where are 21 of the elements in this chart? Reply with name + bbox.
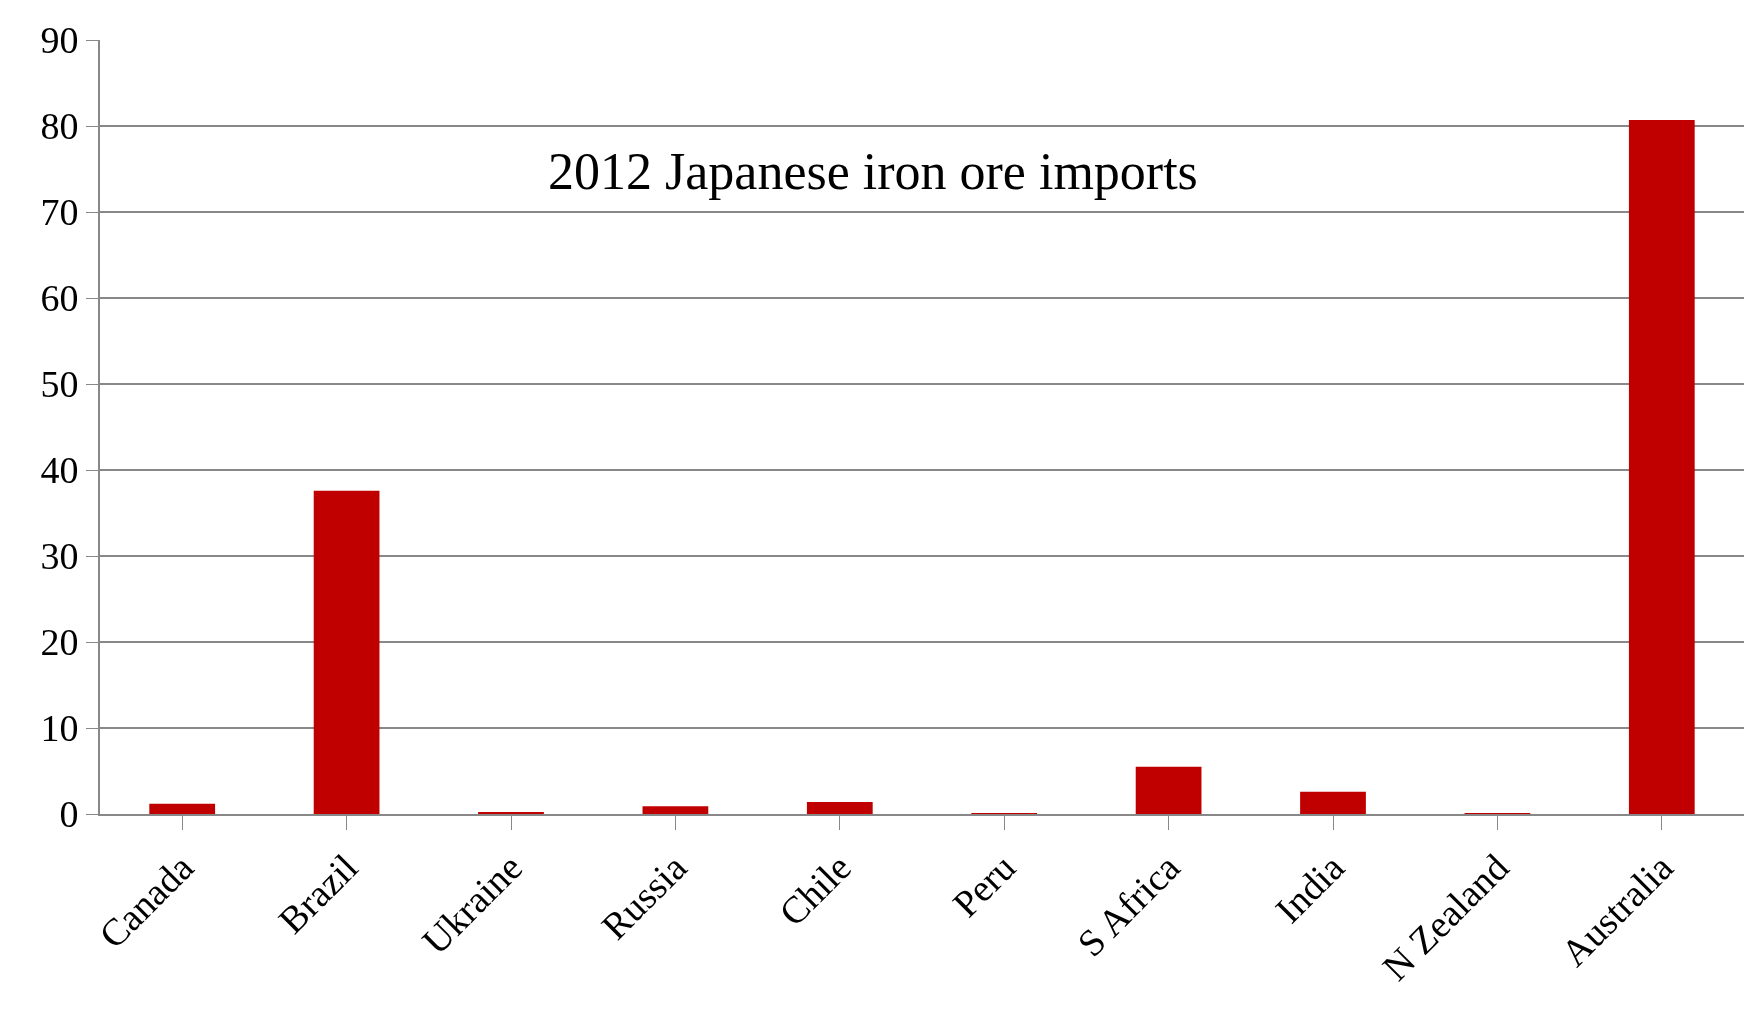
y-tick-label: 60: [40, 277, 79, 320]
bar: [149, 803, 216, 814]
bar: [1135, 766, 1202, 814]
x-tick-label: India: [1267, 845, 1353, 931]
y-tick-label: 40: [40, 449, 79, 492]
y-tick-label: 20: [40, 621, 79, 664]
bar: [642, 806, 709, 814]
y-tick-label: 10: [40, 707, 79, 750]
x-tick-label: Peru: [944, 845, 1024, 925]
y-tick-label: 0: [59, 793, 79, 836]
bar: [806, 801, 873, 814]
y-tick-label: 70: [40, 191, 79, 234]
bar: [1300, 791, 1366, 814]
bar: [1628, 119, 1695, 814]
y-tick-label: 50: [40, 363, 79, 406]
text: 2012 Japanese iron ore imports: [548, 143, 1198, 200]
y-tick-label: 30: [40, 535, 79, 578]
y-tick-label: 90: [40, 19, 79, 62]
bar: [313, 490, 380, 814]
y-tick-label: 80: [40, 105, 79, 148]
x-tick-label: Chile: [770, 845, 859, 934]
